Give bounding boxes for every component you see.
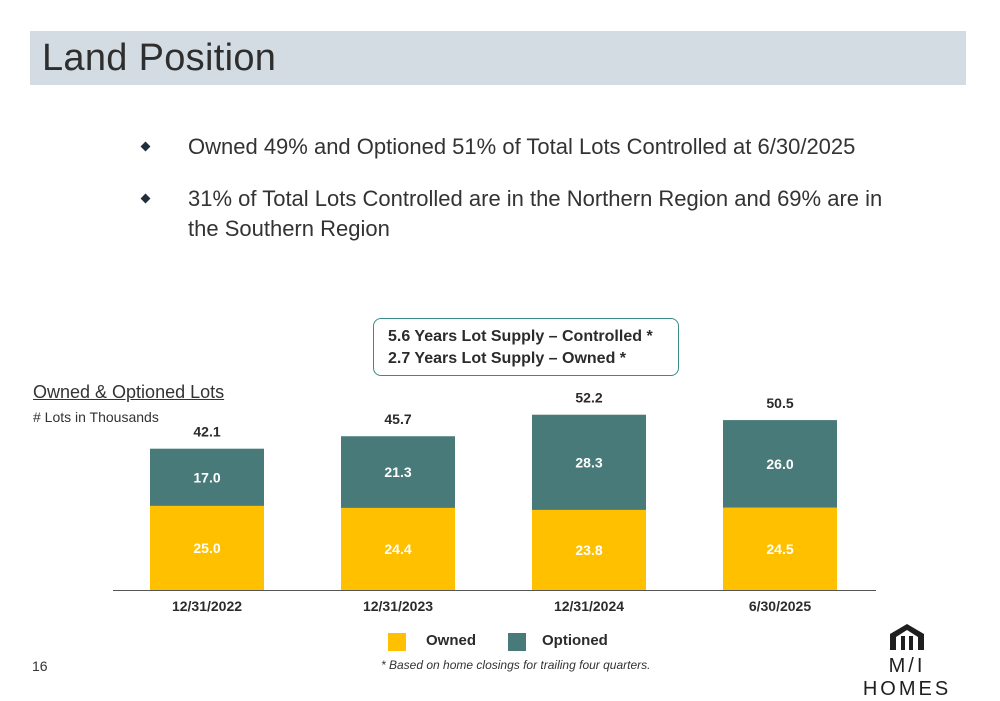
footnote: * Based on home closings for trailing fo… bbox=[381, 658, 651, 672]
bar-owned-1 bbox=[341, 507, 455, 590]
bullet-text: 31% of Total Lots Controlled are in the … bbox=[188, 186, 883, 241]
total-label-2: 52.2 bbox=[575, 390, 602, 406]
bullet-list: Owned 49% and Optioned 51% of Total Lots… bbox=[138, 132, 898, 266]
data-label-owned-2: 23.8 bbox=[575, 542, 602, 558]
data-label-owned-1: 24.4 bbox=[384, 541, 411, 557]
bar-optioned-3 bbox=[723, 420, 837, 508]
x-tick-label-0: 12/31/2022 bbox=[172, 598, 242, 614]
chart-title: Owned & Optioned Lots bbox=[33, 382, 225, 402]
legend-label-owned: Owned bbox=[426, 632, 477, 649]
supply-owned-text: 2.7 Years Lot Supply – Owned * bbox=[388, 350, 627, 367]
x-tick-label-1: 12/31/2023 bbox=[363, 598, 433, 614]
chart-subtitle: # Lots in Thousands bbox=[33, 409, 159, 425]
house-logo-icon bbox=[890, 624, 924, 650]
bar-owned-0 bbox=[150, 505, 264, 590]
title-bar: Land Position bbox=[30, 31, 966, 85]
data-label-optioned-3: 26.0 bbox=[766, 456, 793, 472]
bullet-text: Owned 49% and Optioned 51% of Total Lots… bbox=[188, 134, 856, 159]
data-label-owned-0: 25.0 bbox=[193, 540, 220, 556]
bar-optioned-1 bbox=[341, 436, 455, 508]
data-label-optioned-0: 17.0 bbox=[193, 469, 220, 485]
page-title: Land Position bbox=[42, 37, 277, 79]
logo-text: M/I HOMES bbox=[862, 655, 952, 700]
bar-optioned-0 bbox=[150, 448, 264, 506]
bar-optioned-2 bbox=[532, 414, 646, 510]
company-logo: M/I HOMES bbox=[842, 622, 972, 700]
supply-controlled-text: 5.6 Years Lot Supply – Controlled * bbox=[388, 328, 653, 345]
lot-supply-callout: 5.6 Years Lot Supply – Controlled * 2.7 … bbox=[373, 318, 679, 376]
bullet-item: Owned 49% and Optioned 51% of Total Lots… bbox=[138, 132, 898, 162]
bullet-item: 31% of Total Lots Controlled are in the … bbox=[138, 184, 898, 244]
bar-owned-2 bbox=[532, 509, 646, 590]
data-label-optioned-2: 28.3 bbox=[575, 454, 602, 470]
bar-owned-3 bbox=[723, 507, 837, 590]
page-number: 16 bbox=[32, 658, 48, 674]
data-label-owned-3: 24.5 bbox=[766, 541, 793, 557]
x-tick-label-2: 12/31/2024 bbox=[554, 598, 624, 614]
x-tick-label-3: 6/30/2025 bbox=[749, 598, 811, 614]
stacked-bar-chart: 25.0 17.0 42.1 12/31/2022 24.4 21.3 45.7 12/31/… bbox=[113, 390, 876, 614]
legend-swatch-optioned bbox=[508, 633, 526, 651]
data-label-optioned-1: 21.3 bbox=[384, 464, 411, 480]
total-label-3: 50.5 bbox=[766, 395, 793, 411]
legend-label-optioned: Optioned bbox=[542, 632, 608, 649]
total-label-0: 42.1 bbox=[193, 424, 220, 440]
total-label-1: 45.7 bbox=[384, 411, 411, 427]
legend-swatch-owned bbox=[388, 633, 406, 651]
